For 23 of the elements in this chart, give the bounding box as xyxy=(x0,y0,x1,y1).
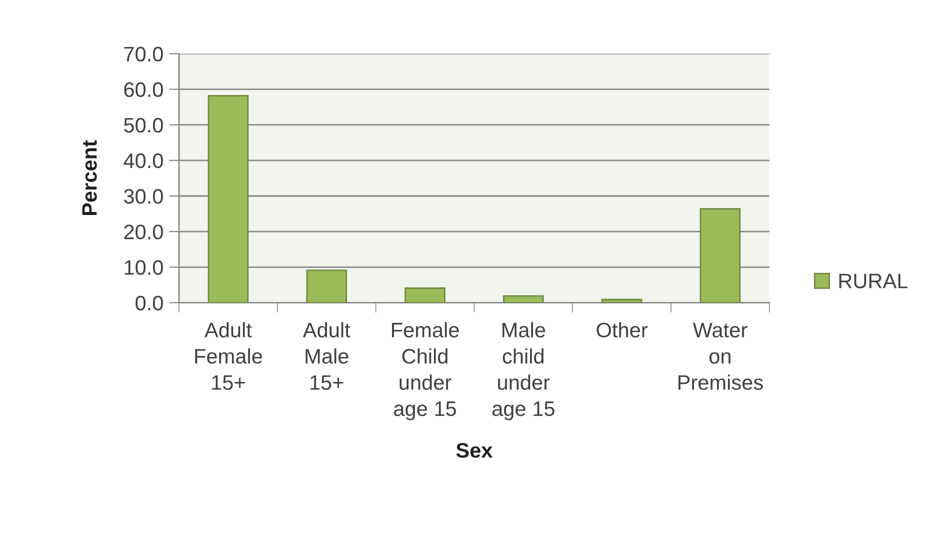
y-tick-label: 70.0 xyxy=(124,46,163,62)
y-tick-label: 0.0 xyxy=(136,296,163,310)
x-tick-label: Adult Female 15+ xyxy=(195,322,262,390)
legend-label: RURAL xyxy=(839,274,908,288)
x-tick-label: Female Child under age 15 xyxy=(392,322,459,420)
y-tick-label: 60.0 xyxy=(124,82,163,98)
bar xyxy=(700,208,741,303)
bar xyxy=(503,295,544,303)
bar xyxy=(306,270,347,303)
y-tick-label: 20.0 xyxy=(124,224,163,240)
y-tick-label: 50.0 xyxy=(124,118,163,133)
x-tick-label: Other xyxy=(596,322,648,338)
x-tick-label: Adult Male 15+ xyxy=(302,322,350,390)
bar xyxy=(601,298,642,303)
y-tick-label: 10.0 xyxy=(124,260,163,275)
bar xyxy=(404,287,446,303)
x-tick-label: Water on Premises xyxy=(678,322,763,390)
y-axis-title: Percent xyxy=(82,140,97,216)
x-tick-label: Male child under age 15 xyxy=(492,322,554,420)
bar xyxy=(208,95,249,303)
y-tick-label: 30.0 xyxy=(124,189,163,204)
y-tick-label: 40.0 xyxy=(124,153,163,168)
x-axis-title: Sex xyxy=(456,442,493,458)
